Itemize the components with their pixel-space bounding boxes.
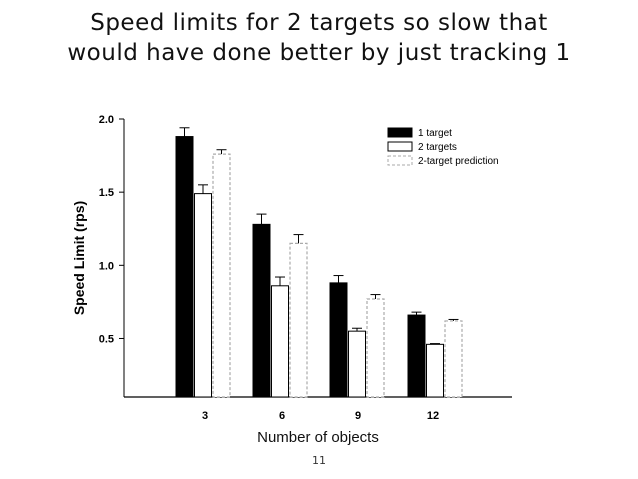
bar-solid-9	[329, 282, 348, 398]
legend-swatch-outline	[387, 141, 413, 152]
legend-swatch-solid	[387, 127, 413, 138]
y-axis-label: Speed Limit (rps)	[71, 201, 87, 315]
bar-dashed-12	[444, 320, 463, 398]
x-tick-label: 3	[202, 410, 208, 422]
legend-label: 1 target	[418, 128, 452, 139]
bar-solid-6	[252, 223, 271, 398]
y-tick-label: 1.0	[99, 260, 114, 272]
x-axis-label: Number of objects	[257, 429, 379, 446]
x-tick-label: 9	[355, 410, 361, 422]
bar-outline-6	[271, 285, 289, 398]
x-tick-label: 6	[279, 410, 285, 422]
bar-dashed-9	[366, 298, 385, 398]
legend-label: 2 targets	[418, 142, 457, 153]
slide-title: Speed limits for 2 targets so slow that …	[0, 8, 638, 68]
bar-dashed-6	[289, 242, 308, 398]
bar-solid-12	[407, 314, 426, 398]
slide-title-line-2: would have done better by just tracking …	[67, 40, 571, 66]
page-number: 11	[312, 454, 326, 467]
y-tick-label: 2.0	[99, 114, 114, 126]
bar-dashed-3	[212, 153, 231, 398]
legend-label: 2-target prediction	[418, 156, 499, 167]
x-tick-label: 12	[427, 410, 439, 422]
y-tick-label: 0.5	[99, 333, 114, 345]
bar-outline-12	[426, 343, 444, 398]
bar-outline-9	[348, 330, 366, 398]
y-tick-label: 1.5	[99, 187, 114, 199]
bar-solid-3	[175, 136, 194, 398]
slide-title-line-1: Speed limits for 2 targets so slow that	[90, 10, 548, 36]
bar-outline-3	[194, 193, 212, 398]
legend-swatch-dashed	[387, 155, 413, 166]
